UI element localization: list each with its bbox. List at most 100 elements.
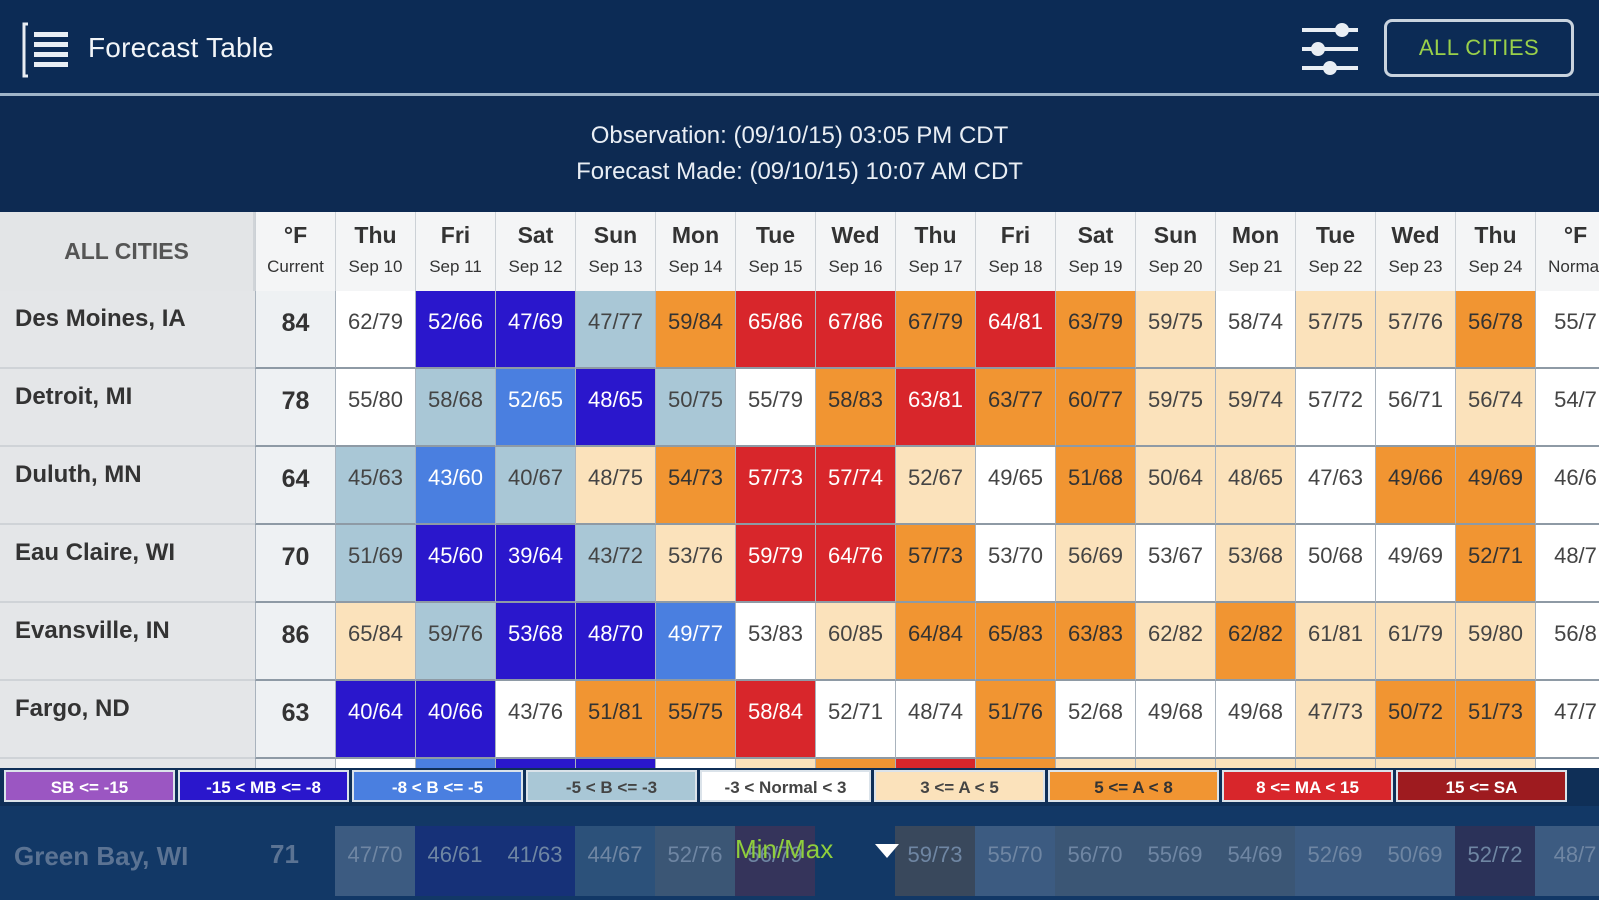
forecast-cell[interactable]: 47/69 [495,291,575,369]
forecast-cell[interactable]: 56/71 [1375,369,1455,447]
forecast-cell[interactable]: 58/84 [735,681,815,759]
forecast-cell[interactable]: 39/64 [495,525,575,603]
forecast-cell[interactable]: 49/65 [975,447,1055,525]
forecast-cell[interactable]: 55/75 [655,681,735,759]
column-header[interactable]: Mon Sep 21 [1215,212,1295,291]
row-city-name[interactable]: Des Moines, IA [0,291,255,369]
forecast-cell[interactable]: 59/76 [415,603,495,681]
forecast-cell[interactable]: 50/72 [1375,681,1455,759]
column-header[interactable]: Tue Sep 15 [735,212,815,291]
forecast-cell[interactable]: 57/74 [815,447,895,525]
forecast-cell[interactable]: 50/68 [1295,525,1375,603]
forecast-cell[interactable]: 53/68 [1215,525,1295,603]
forecast-cell[interactable]: 64/81 [975,291,1055,369]
forecast-cell[interactable]: 59/74 [1215,369,1295,447]
forecast-cell[interactable]: 48/70 [575,603,655,681]
forecast-cell[interactable]: 48/7 [1535,525,1599,603]
forecast-cell[interactable]: 49/69 [1375,525,1455,603]
forecast-cell[interactable]: 47/63 [1295,447,1375,525]
forecast-cell[interactable]: 59/79 [735,525,815,603]
column-header[interactable]: Mon Sep 14 [655,212,735,291]
forecast-cell[interactable]: 48/74 [895,681,975,759]
forecast-cell[interactable]: 43/72 [575,525,655,603]
forecast-cell[interactable]: 45/63 [335,447,415,525]
forecast-cell[interactable]: 65/86 [735,291,815,369]
forecast-cell[interactable]: 57/73 [735,447,815,525]
forecast-cell[interactable]: 51/68 [1055,447,1135,525]
forecast-cell[interactable]: 65/84 [335,603,415,681]
forecast-cell[interactable]: 45/60 [415,525,495,603]
forecast-cell[interactable]: 52/71 [1455,525,1535,603]
column-header[interactable]: Wed Sep 16 [815,212,895,291]
forecast-cell[interactable]: 51/81 [575,681,655,759]
forecast-cell[interactable]: 50/75 [655,369,735,447]
column-header[interactable]: Fri Sep 18 [975,212,1055,291]
forecast-cell[interactable]: 49/77 [655,603,735,681]
forecast-cell[interactable]: 50/64 [1135,447,1215,525]
forecast-cell[interactable]: 47/7 [1535,681,1599,759]
forecast-cell[interactable]: 67/79 [895,291,975,369]
forecast-cell[interactable]: 52/71 [815,681,895,759]
row-city-name[interactable]: Duluth, MN [0,447,255,525]
forecast-cell[interactable]: 63/83 [1055,603,1135,681]
all-cities-button[interactable]: ALL CITIES [1384,19,1574,77]
column-header[interactable]: Sun Sep 13 [575,212,655,291]
forecast-cell[interactable]: 52/67 [895,447,975,525]
forecast-cell[interactable]: 60/85 [815,603,895,681]
forecast-cell[interactable]: 62/82 [1215,603,1295,681]
forecast-cell[interactable]: 49/69 [1455,447,1535,525]
forecast-cell[interactable]: 59/75 [1135,369,1215,447]
forecast-cell[interactable]: 57/72 [1295,369,1375,447]
forecast-cell[interactable]: 54/73 [655,447,735,525]
forecast-cell[interactable]: 56/69 [1055,525,1135,603]
forecast-cell[interactable]: 51/76 [975,681,1055,759]
forecast-cell[interactable]: 47/77 [575,291,655,369]
forecast-cell[interactable]: 49/66 [1375,447,1455,525]
column-header[interactable]: Thu Sep 17 [895,212,975,291]
column-header[interactable]: Thu Sep 24 [1455,212,1535,291]
forecast-cell[interactable]: 55/7 [1535,291,1599,369]
forecast-cell[interactable]: 60/77 [1055,369,1135,447]
forecast-cell[interactable]: 63/81 [895,369,975,447]
forecast-cell[interactable]: 57/75 [1295,291,1375,369]
row-city-name[interactable]: Evansville, IN [0,603,255,681]
forecast-cell[interactable]: 51/69 [335,525,415,603]
forecast-cell[interactable]: 40/67 [495,447,575,525]
forecast-cell[interactable]: 55/80 [335,369,415,447]
forecast-cell[interactable]: 48/65 [575,369,655,447]
forecast-cell[interactable]: 67/86 [815,291,895,369]
forecast-cell[interactable]: 59/80 [1455,603,1535,681]
forecast-cell[interactable]: 58/68 [415,369,495,447]
forecast-cell[interactable]: 51/73 [1455,681,1535,759]
column-header[interactable]: Wed Sep 23 [1375,212,1455,291]
forecast-cell[interactable]: 49/68 [1135,681,1215,759]
column-header[interactable]: Tue Sep 22 [1295,212,1375,291]
forecast-cell[interactable]: 57/76 [1375,291,1455,369]
menu-list-icon[interactable] [22,22,72,78]
column-header[interactable]: Sat Sep 19 [1055,212,1135,291]
forecast-cell[interactable]: 52/65 [495,369,575,447]
forecast-cell[interactable]: 48/75 [575,447,655,525]
forecast-cell[interactable]: 59/75 [1135,291,1215,369]
row-city-name[interactable]: Fargo, ND [0,681,255,759]
forecast-cell[interactable]: 43/60 [415,447,495,525]
forecast-cell[interactable]: 53/68 [495,603,575,681]
forecast-cell[interactable]: 63/79 [1055,291,1135,369]
forecast-cell[interactable]: 54/7 [1535,369,1599,447]
forecast-cell[interactable]: 48/65 [1215,447,1295,525]
forecast-cell[interactable]: 53/70 [975,525,1055,603]
chevron-down-icon[interactable] [875,844,899,858]
forecast-cell[interactable]: 63/77 [975,369,1055,447]
forecast-cell[interactable]: 62/79 [335,291,415,369]
forecast-cell[interactable]: 49/68 [1215,681,1295,759]
forecast-cell[interactable]: 58/83 [815,369,895,447]
forecast-cell[interactable]: 56/8 [1535,603,1599,681]
row-city-name[interactable]: Detroit, MI [0,369,255,447]
forecast-cell[interactable]: 53/67 [1135,525,1215,603]
forecast-cell[interactable]: 65/83 [975,603,1055,681]
forecast-cell[interactable]: 59/84 [655,291,735,369]
column-header[interactable]: Sat Sep 12 [495,212,575,291]
forecast-cell[interactable]: 40/64 [335,681,415,759]
column-header[interactable]: °F Current [255,212,335,291]
forecast-cell[interactable]: 64/84 [895,603,975,681]
